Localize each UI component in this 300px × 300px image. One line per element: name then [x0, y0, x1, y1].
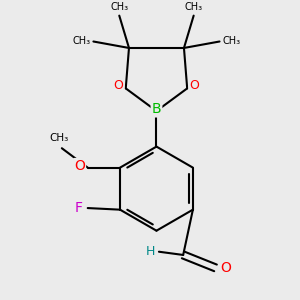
Text: F: F [75, 201, 83, 215]
Text: CH₃: CH₃ [72, 37, 90, 46]
Text: O: O [220, 261, 231, 275]
Text: H: H [146, 245, 155, 258]
Text: CH₃: CH₃ [49, 134, 68, 143]
Text: O: O [74, 159, 85, 173]
Text: O: O [114, 79, 124, 92]
Text: CH₃: CH₃ [110, 2, 128, 12]
Text: CH₃: CH₃ [223, 37, 241, 46]
Text: CH₃: CH₃ [184, 2, 203, 12]
Text: O: O [189, 79, 199, 92]
Text: B: B [152, 102, 161, 116]
